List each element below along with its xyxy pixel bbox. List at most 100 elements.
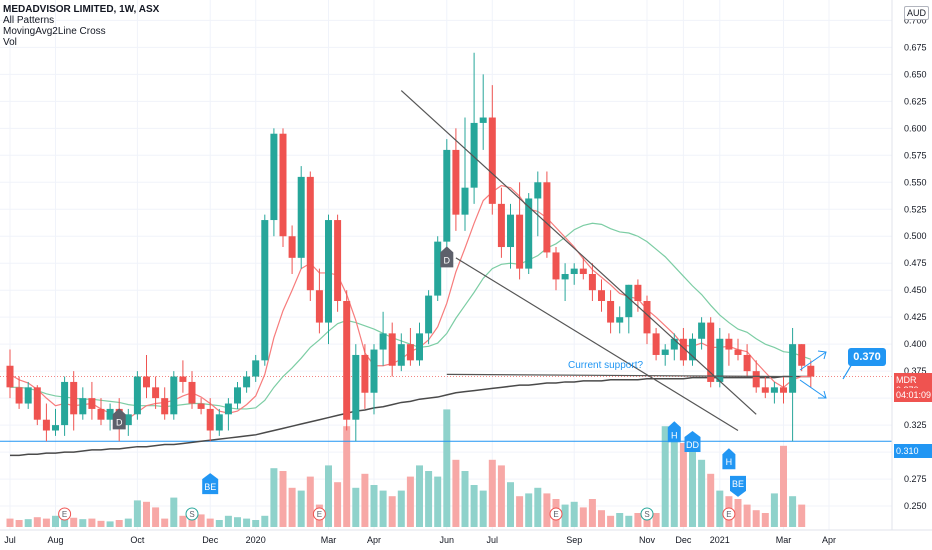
candle-body [406,344,414,361]
price-tick-label: 0.525 [904,204,927,214]
volume-bar [507,482,514,527]
volume-bar [115,520,123,527]
time-axis: Jul Aug Oct Dec 2020 Mar Apr Jun Jul Sep Nov Dec 202… [0,529,932,545]
volume-bar [243,518,251,527]
volume-bar [406,476,414,527]
volume-bar [270,468,278,527]
candle-body [279,133,287,237]
price-tick-label: 0.375 [904,366,927,376]
volume-bar [561,504,569,527]
projection-down [799,379,827,399]
time-tick-label: Apr [822,535,836,545]
candle-body [725,338,733,350]
volume-bar [516,496,524,527]
volume-bar [598,510,605,527]
legend-patterns[interactable]: All Patterns [3,15,55,26]
time-tick-label: 2020 [246,535,266,545]
volume-bar [352,487,360,527]
price-tick-label: 0.250 [904,501,927,511]
candle-body [534,182,542,199]
time-tick-label: Mar [776,535,792,545]
candle-body [561,274,569,280]
event-circle: E [549,507,563,521]
legend-ma-cross[interactable]: MovingAvg2Line Cross [3,26,106,37]
candle-body [33,387,41,420]
candle-body [598,290,605,301]
time-tick-label: Nov [639,535,656,545]
volume-bar [570,501,578,527]
legend-volume[interactable]: Vol [3,37,17,48]
event-label: S [189,510,194,519]
price-tick-label: 0.575 [904,150,927,160]
time-tick-label: Jul [487,535,499,545]
volume-bar [325,465,332,527]
candle-body [416,333,423,361]
candle-body [215,414,223,431]
event-circle-shape [185,507,199,521]
volume-bar [252,520,260,527]
marker-shape [684,430,701,452]
event-circle-shape [549,507,563,521]
volume-bar [652,513,660,527]
candle-body [325,220,332,323]
marker-label: H [726,457,733,467]
marker-shape [730,475,746,497]
candle-body [352,354,360,420]
candle-body [661,349,669,355]
volume-bar [616,513,624,527]
volume-bar [379,490,387,527]
candle-body [152,387,160,399]
candle-body [670,338,678,350]
candle-body [97,408,105,420]
marker-shape [440,246,454,268]
volume-bar [416,465,423,527]
volume-bar [170,497,178,527]
volume-bar [224,515,232,527]
currency-label[interactable]: AUD [904,6,930,20]
volume-bar [734,499,742,527]
candle-body [334,220,342,301]
candle-body [488,117,496,204]
projection-up-head [817,350,827,360]
volume-bar [397,490,405,527]
volume-bar [61,514,69,527]
candle-body [570,268,578,275]
event-label: E [62,510,67,519]
event-label: E [726,510,731,519]
candle-body [679,338,687,361]
candle-body [197,403,205,409]
volume-bar [6,518,14,527]
volume-bar [625,515,633,527]
volume-bar [780,445,787,527]
candle-body [789,344,797,393]
candle-body [343,300,351,420]
volume-bar [197,514,205,527]
event-circle: E [722,507,736,521]
marker-label: D [116,417,123,427]
volume-bar [161,518,169,527]
price-tag-symbol: MDR [896,375,917,385]
event-label: E [317,510,322,519]
event-circle-shape [312,507,326,521]
candle-body [743,354,751,372]
volume-bar [70,517,78,527]
volume-bar [752,510,760,527]
volume-bar [15,520,23,527]
candle-body [461,187,469,215]
candle-body [607,300,615,323]
candle-body [434,241,442,296]
marker-shape [722,448,736,470]
candle-body [261,220,269,361]
candle-body [234,387,241,404]
candle-body [179,376,187,382]
volume-bar [607,515,615,527]
volume-bar [279,471,287,527]
candle-body [252,360,260,377]
volume-bar [689,437,696,527]
price-tick-label: 0.450 [904,285,927,295]
volume-bar [707,473,715,527]
event-circle: S [640,507,654,521]
volume-bar [215,520,223,527]
